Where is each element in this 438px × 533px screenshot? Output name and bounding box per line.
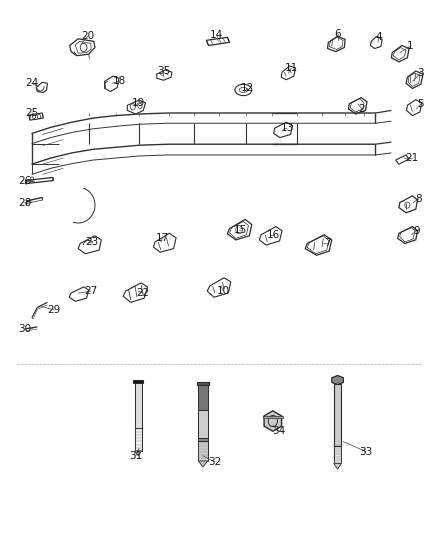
Text: 12: 12: [241, 84, 254, 93]
Polygon shape: [135, 451, 141, 456]
Text: 32: 32: [208, 457, 222, 467]
Text: 28: 28: [18, 198, 32, 207]
Polygon shape: [198, 461, 208, 467]
Text: 3: 3: [417, 68, 424, 78]
Polygon shape: [198, 438, 208, 441]
Text: 8: 8: [415, 194, 422, 204]
Text: 25: 25: [25, 108, 39, 118]
Text: 35: 35: [157, 66, 170, 76]
Text: 5: 5: [417, 99, 424, 109]
Text: 34: 34: [272, 426, 285, 437]
Text: 21: 21: [405, 153, 418, 163]
Text: 23: 23: [85, 237, 99, 247]
Text: 18: 18: [113, 76, 127, 86]
Text: 6: 6: [334, 29, 341, 39]
Polygon shape: [197, 382, 209, 385]
Text: 24: 24: [25, 78, 39, 88]
Text: 13: 13: [280, 123, 294, 133]
Polygon shape: [133, 380, 143, 383]
Text: 27: 27: [84, 286, 97, 296]
Polygon shape: [334, 464, 341, 469]
Text: 31: 31: [129, 451, 142, 461]
Polygon shape: [135, 427, 141, 451]
Polygon shape: [198, 410, 208, 438]
Polygon shape: [334, 384, 341, 446]
Polygon shape: [198, 441, 208, 461]
Text: 9: 9: [413, 225, 420, 236]
Polygon shape: [264, 411, 282, 431]
Polygon shape: [332, 375, 343, 385]
Text: 16: 16: [267, 230, 280, 240]
Text: 4: 4: [375, 33, 382, 42]
Text: 2: 2: [359, 104, 365, 114]
Polygon shape: [334, 446, 341, 464]
Polygon shape: [135, 383, 141, 427]
Text: 26: 26: [18, 175, 32, 185]
Text: 33: 33: [360, 447, 373, 457]
Text: 15: 15: [234, 224, 247, 235]
Text: 22: 22: [137, 288, 150, 298]
Text: 11: 11: [285, 63, 298, 73]
Polygon shape: [263, 416, 283, 418]
Text: 20: 20: [81, 31, 94, 41]
Text: 14: 14: [210, 30, 223, 40]
Polygon shape: [198, 385, 208, 410]
Text: 17: 17: [155, 233, 169, 244]
Text: 1: 1: [407, 42, 413, 52]
Text: 10: 10: [217, 286, 230, 296]
Text: 29: 29: [48, 305, 61, 315]
Text: 7: 7: [324, 238, 331, 248]
Text: 19: 19: [132, 98, 145, 108]
Text: 30: 30: [18, 324, 31, 334]
